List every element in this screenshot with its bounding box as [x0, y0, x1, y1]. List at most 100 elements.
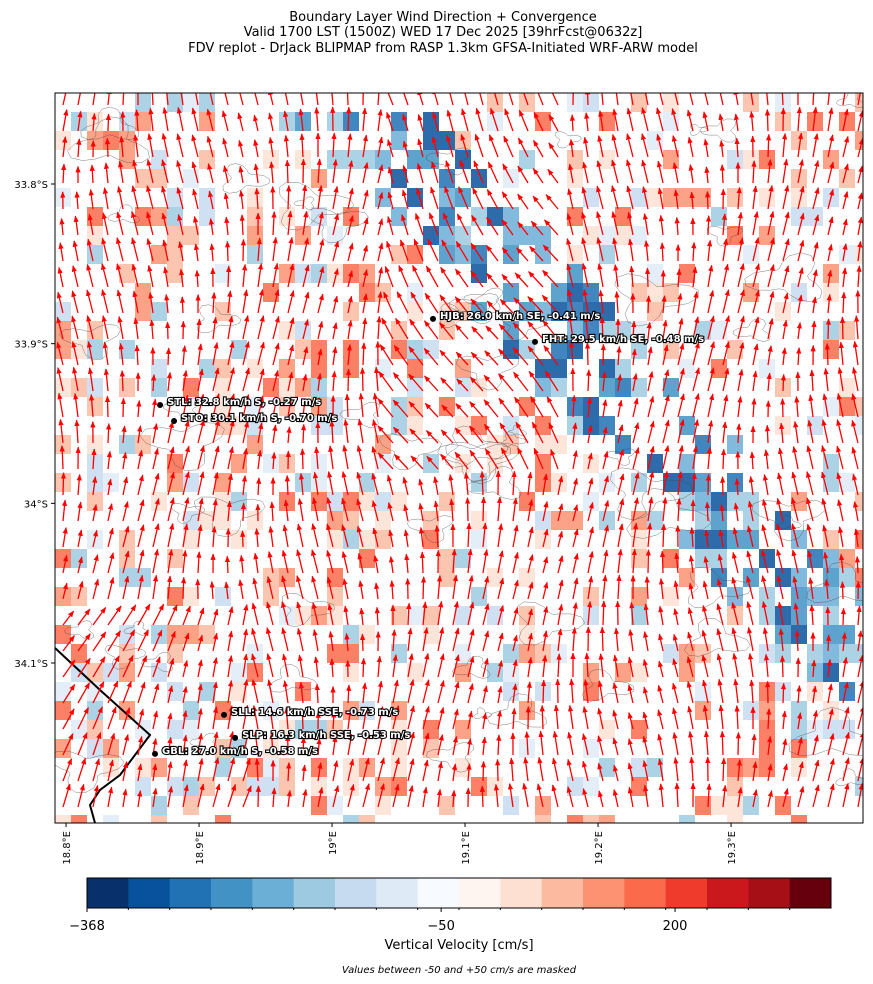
- colorbar-bin: [169, 878, 212, 908]
- wind-arrow: [77, 608, 91, 626]
- velocity-cell: [823, 340, 839, 359]
- velocity-cell: [327, 720, 343, 739]
- velocity-cell: [807, 587, 823, 606]
- wind-arrow: [182, 369, 188, 392]
- wind-arrow: [764, 424, 771, 444]
- velocity-cell: [631, 473, 647, 492]
- wind-arrow: [74, 191, 80, 210]
- wind-arrow: [58, 418, 64, 444]
- wind-arrow: [191, 107, 199, 132]
- contour: [788, 706, 863, 757]
- wind-arrow: [182, 784, 189, 808]
- velocity-cell: [247, 777, 263, 796]
- wind-arrow: [240, 530, 246, 548]
- station-dot: [232, 734, 239, 741]
- wind-arrow: [122, 707, 131, 730]
- velocity-cell: [71, 644, 87, 663]
- velocity-cell: [359, 530, 375, 549]
- velocity-cell: [711, 530, 727, 549]
- velocity-cell: [247, 663, 263, 682]
- velocity-cell: [423, 739, 439, 758]
- velocity-cell: [471, 169, 487, 188]
- wind-arrow: [197, 368, 204, 392]
- wind-arrow: [645, 295, 652, 314]
- wind-arrow: [77, 93, 81, 106]
- velocity-cell: [135, 93, 151, 112]
- velocity-cell: [727, 188, 743, 207]
- wind-arrow: [193, 215, 199, 236]
- velocity-cell: [87, 397, 103, 416]
- velocity-cell: [791, 815, 807, 823]
- velocity-cell: [519, 340, 535, 359]
- velocity-cell: [743, 150, 759, 169]
- velocity-cell: [839, 568, 855, 587]
- velocity-cell: [439, 302, 455, 321]
- velocity-cell: [455, 359, 471, 378]
- velocity-cell: [551, 340, 567, 359]
- velocity-cell: [743, 758, 759, 777]
- velocity-cell: [631, 606, 647, 625]
- velocity-cell: [679, 454, 695, 473]
- velocity-cell: [247, 245, 263, 264]
- wind-arrow: [151, 374, 157, 392]
- velocity-cell: [823, 625, 839, 644]
- velocity-cell: [727, 796, 743, 815]
- wind-arrow: [824, 342, 830, 366]
- wind-arrow: [131, 185, 139, 210]
- velocity-cell: [311, 492, 327, 511]
- velocity-cell: [839, 720, 855, 739]
- wind-arrow: [167, 497, 175, 522]
- velocity-cell: [343, 340, 359, 359]
- velocity-cell: [391, 245, 407, 264]
- velocity-cell: [439, 796, 455, 815]
- wind-arrow: [137, 763, 143, 782]
- velocity-cell: [279, 777, 295, 796]
- velocity-cell: [775, 606, 791, 625]
- wind-arrow: [167, 548, 174, 574]
- velocity-cell: [87, 321, 103, 340]
- wind-arrow: [346, 106, 352, 132]
- wind-arrow: [599, 626, 605, 652]
- wind-arrow: [122, 604, 137, 626]
- wind-arrow: [212, 367, 220, 392]
- velocity-cell: [471, 264, 487, 283]
- station-label: SLL: 14.6 km/h SSE, -0.73 m/s: [231, 707, 398, 718]
- velocity-cell: [407, 188, 423, 207]
- wind-arrow: [122, 761, 129, 782]
- wind-arrow: [182, 734, 188, 756]
- velocity-cell: [167, 720, 183, 739]
- contour: [610, 467, 693, 521]
- wind-arrow: [152, 710, 159, 730]
- wind-arrow: [107, 680, 119, 704]
- contour: [499, 311, 548, 341]
- velocity-cell: [423, 454, 439, 473]
- wind-arrow: [151, 398, 158, 418]
- velocity-cell: [439, 207, 455, 226]
- velocity-cell: [647, 283, 663, 302]
- wind-arrow: [71, 315, 79, 340]
- velocity-cell: [519, 644, 535, 663]
- velocity-cell: [503, 283, 519, 302]
- velocity-cell: [311, 264, 327, 283]
- wind-arrow: [56, 341, 64, 366]
- wind-arrow: [255, 785, 261, 808]
- velocity-cell: [231, 340, 247, 359]
- velocity-cell: [759, 701, 775, 720]
- velocity-cell: [599, 416, 615, 435]
- contour: [107, 204, 140, 224]
- velocity-cell: [743, 568, 759, 587]
- velocity-cell: [167, 226, 183, 245]
- wind-arrow: [58, 242, 64, 262]
- velocity-cell: [439, 397, 455, 416]
- colorbar: −368 −50 200: [69, 877, 832, 934]
- contour: [455, 354, 519, 391]
- velocity-cell: [375, 796, 391, 815]
- velocity-cell: [839, 245, 855, 264]
- wind-arrow: [645, 549, 651, 574]
- station-label: HJB: 26.0 km/h SE, -0.41 m/s: [440, 311, 600, 322]
- velocity-cell: [727, 340, 743, 359]
- velocity-cell: [359, 473, 375, 492]
- wind-arrow: [178, 241, 184, 262]
- velocity-cell: [503, 340, 519, 359]
- velocity-cell: [327, 530, 343, 549]
